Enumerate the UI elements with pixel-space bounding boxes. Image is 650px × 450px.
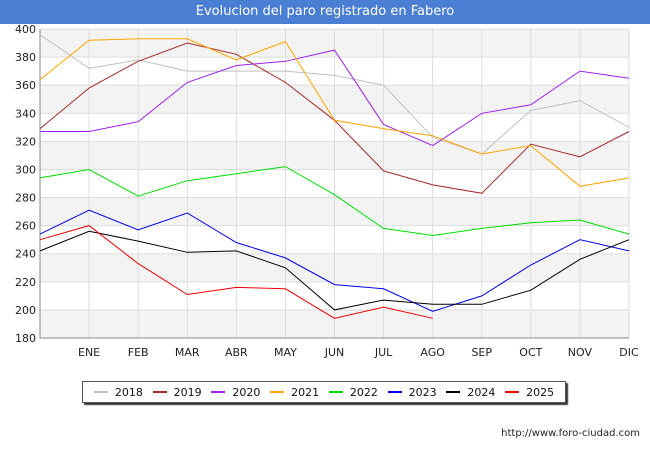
axes bbox=[39, 29, 629, 339]
x-tick-labels: ENE FEB MAR ABR MAY JUN JUL AGO SEP OCT NOV DIC bbox=[78, 346, 639, 359]
legend-swatch bbox=[270, 391, 285, 393]
legend-swatch bbox=[211, 391, 226, 393]
legend-swatch bbox=[93, 391, 108, 393]
y-tick-label: 180 bbox=[15, 332, 36, 345]
y-tick-label: 340 bbox=[15, 107, 36, 120]
series-line-2021 bbox=[39, 38, 630, 187]
legend-label: 2018 bbox=[114, 385, 143, 399]
series-line-2020 bbox=[40, 49, 630, 147]
source-credit: http://www.foro-ciudad.com bbox=[501, 428, 640, 439]
y-tick-label: 240 bbox=[15, 248, 36, 261]
x-tick-label: NOV bbox=[568, 346, 593, 359]
y-tick-label: 360 bbox=[15, 79, 36, 92]
series-line-2022 bbox=[39, 166, 630, 237]
x-tick-label: DIC bbox=[619, 346, 639, 359]
legend-item-2025: 2025 bbox=[505, 386, 554, 399]
legend-item-2019: 2019 bbox=[152, 385, 202, 399]
legend-item-2023: 2023 bbox=[387, 385, 437, 399]
y-tick-label: 300 bbox=[15, 163, 36, 176]
y-tick-label: 200 bbox=[15, 304, 36, 317]
legend-label: 2023 bbox=[408, 385, 437, 399]
legend-label: 2025 bbox=[526, 385, 555, 399]
legend-swatch bbox=[387, 391, 402, 393]
series-line-2025 bbox=[39, 225, 433, 319]
chart-title: Evolucion del paro registrado en Fabero bbox=[0, 0, 650, 24]
legend-item-2022: 2022 bbox=[328, 385, 378, 399]
legend-item-2018: 2018 bbox=[93, 385, 143, 399]
y-tick-label: 320 bbox=[15, 135, 36, 148]
x-tick-label: JUN bbox=[324, 346, 345, 359]
series-line-2024 bbox=[39, 230, 630, 311]
legend-item-2021: 2021 bbox=[270, 386, 319, 399]
series-lines bbox=[39, 34, 630, 319]
legend-item-2020: 2020 bbox=[211, 386, 260, 399]
x-tick-label: ABR bbox=[225, 346, 248, 359]
x-tick-label: MAY bbox=[274, 346, 297, 359]
legend-label: 2020 bbox=[232, 385, 261, 399]
x-tick-label: FEB bbox=[128, 346, 149, 359]
series-line-2018 bbox=[39, 34, 630, 155]
y-tick-label: 280 bbox=[15, 192, 36, 205]
legend-swatch bbox=[152, 391, 167, 393]
y-tick-labels: 180 200 220 240 260 280 300 320 340 360 380 400 bbox=[15, 23, 36, 345]
legend-item-2024: 2024 bbox=[446, 386, 495, 399]
y-tick-label: 260 bbox=[15, 220, 36, 233]
legend-swatch bbox=[328, 391, 343, 393]
legend-swatch bbox=[446, 391, 461, 393]
legend-swatch bbox=[505, 391, 520, 393]
series-line-2023 bbox=[39, 209, 630, 312]
legend-label: 2019 bbox=[173, 385, 202, 399]
y-tick-label: 400 bbox=[15, 23, 36, 36]
x-tick-label: SEP bbox=[471, 346, 492, 359]
x-tick-label: ENE bbox=[78, 346, 100, 359]
legend-label: 2024 bbox=[467, 385, 496, 399]
x-tick-label: MAR bbox=[175, 346, 200, 359]
x-tick-label: OCT bbox=[519, 346, 542, 359]
y-tick-label: 220 bbox=[15, 276, 36, 289]
y-tick-label: 380 bbox=[15, 51, 36, 64]
x-tick-label: JUL bbox=[374, 346, 393, 359]
x-tick-label: AGO bbox=[420, 346, 445, 359]
legend-label: 2022 bbox=[349, 385, 378, 399]
legend-label: 2021 bbox=[291, 385, 320, 399]
legend: 2018 2019 2020 2021 2022 2023 2024 2025 bbox=[82, 381, 566, 403]
